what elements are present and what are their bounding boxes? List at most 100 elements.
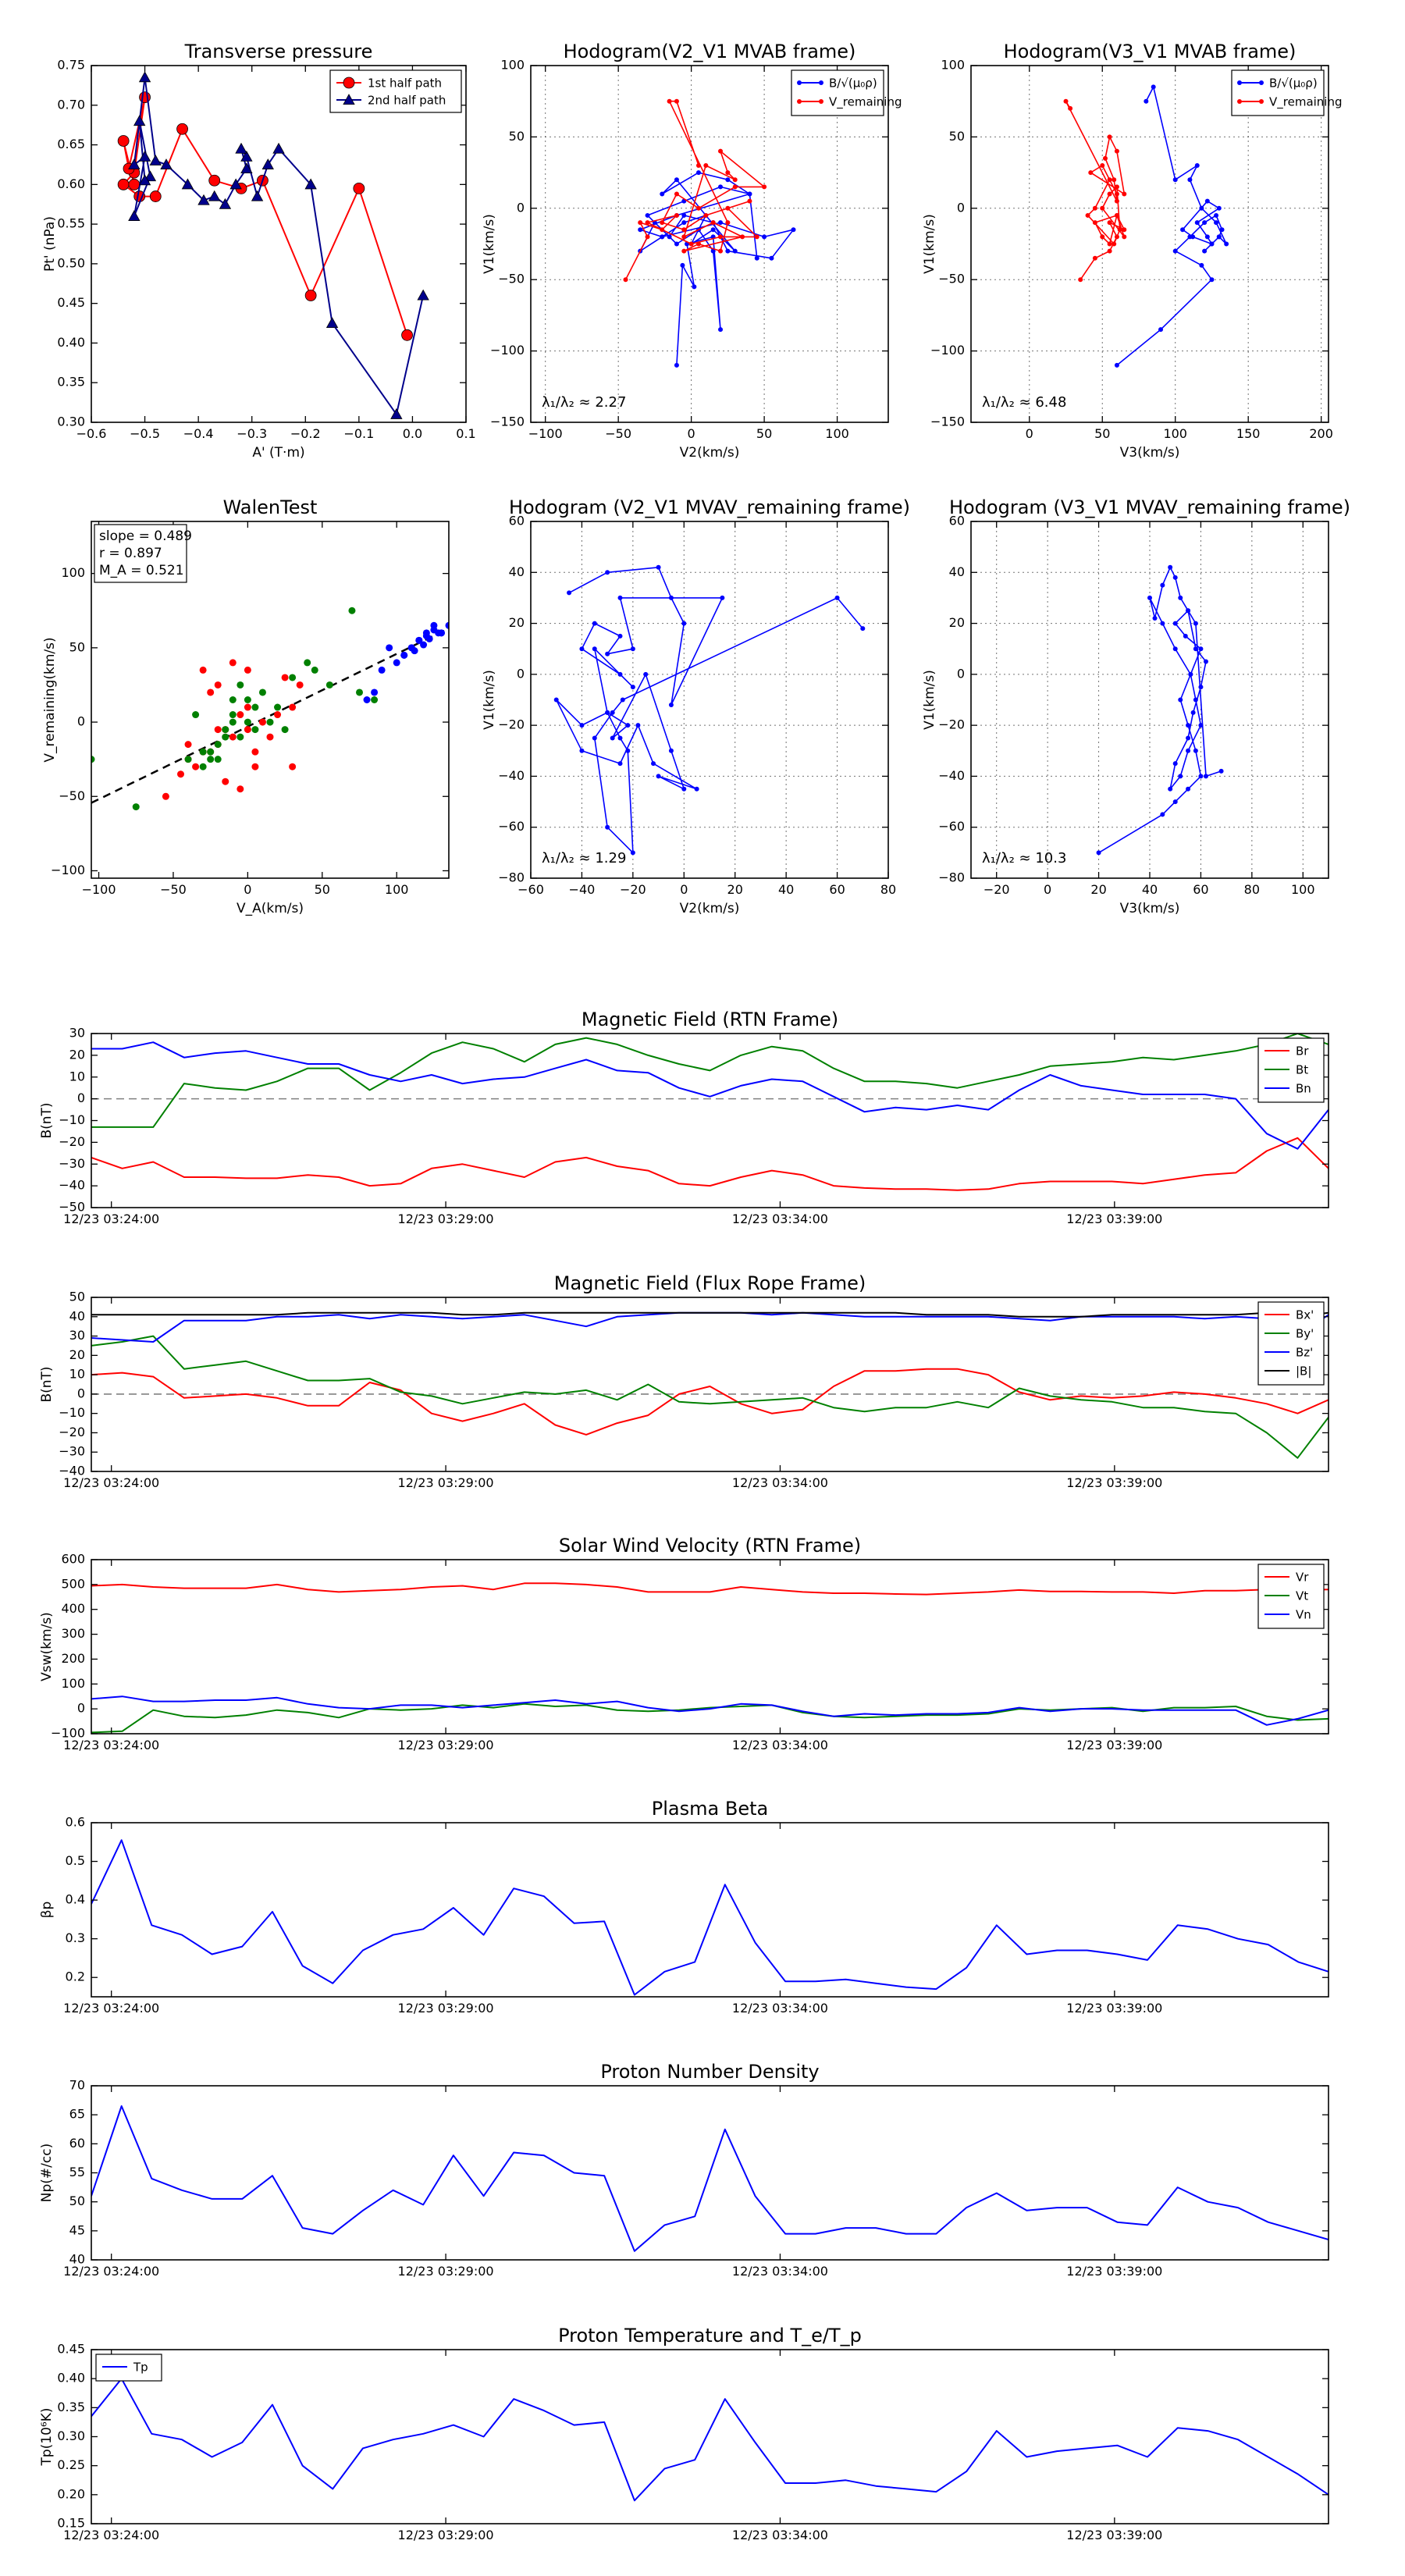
legend-marker [1237, 80, 1242, 85]
chart-beta: 12/23 03:24:00 12/23 03:29:00 12/23 03:34:… [39, 1798, 1329, 2016]
x-tick-label: 12/23 03:39:00 [1066, 2264, 1162, 2279]
legend-label: B/√(μ₀ρ) [829, 76, 877, 91]
data-point [1107, 191, 1112, 197]
y-axis-label: V1(km/s) [482, 214, 497, 274]
data-point [1085, 212, 1090, 218]
data-point [725, 205, 731, 211]
y-tick-label: −50 [59, 788, 85, 803]
data-point-green [251, 703, 259, 711]
data-point [1122, 191, 1127, 197]
y-tick-label: −40 [498, 768, 525, 783]
data-point [1214, 212, 1219, 218]
data-point [1193, 646, 1198, 652]
data-point [732, 177, 738, 183]
x-tick-label: 12/23 03:34:00 [732, 1212, 828, 1226]
x-tick-label: 100 [825, 426, 849, 441]
data-point [718, 248, 724, 254]
data-point [197, 194, 210, 205]
data-point-green [192, 711, 200, 719]
data-point [1152, 616, 1158, 621]
data-point [725, 220, 731, 226]
data-point [617, 735, 623, 741]
data-point [1203, 774, 1208, 779]
data-point [1204, 234, 1210, 240]
legend-box [791, 69, 884, 116]
legend-marker [343, 76, 355, 89]
data-point [133, 115, 146, 126]
y-tick-label: 30 [69, 1026, 85, 1041]
data-point [1193, 748, 1198, 753]
data-point-green [274, 703, 282, 711]
data-point-blue [445, 621, 449, 629]
data-point-red [258, 718, 266, 726]
x-tick-label: −0.6 [76, 426, 107, 441]
series-line-0 [123, 96, 408, 336]
data-point [660, 234, 665, 240]
plot-frame [91, 65, 467, 423]
y-axis-label: V_remaining(km/s) [42, 637, 58, 762]
data-point [1178, 595, 1183, 600]
y-tick-label: 50 [69, 639, 85, 654]
series-line-0 [639, 172, 795, 365]
data-point [138, 150, 151, 162]
data-point [219, 197, 232, 209]
data-point [1107, 248, 1112, 254]
data-point [860, 626, 866, 632]
legend-label: V_remaining [1269, 95, 1343, 110]
chart-title: Hodogram(V3_V1 MVAB frame) [1004, 41, 1297, 62]
y-tick-label: 0 [77, 714, 85, 729]
data-point [660, 227, 665, 233]
data-point [645, 212, 650, 218]
y-axis-label: V1(km/s) [482, 670, 497, 730]
x-tick-label: 150 [1236, 426, 1261, 441]
data-point-red [199, 666, 207, 674]
x-tick-label: 12/23 03:24:00 [63, 2001, 159, 2016]
y-tick-label: −60 [938, 819, 965, 834]
data-point [117, 135, 130, 147]
y-tick-label: 10 [69, 1367, 85, 1382]
x-tick-label: −40 [569, 882, 596, 897]
data-point [674, 241, 679, 247]
data-point [674, 362, 679, 368]
data-point [592, 646, 597, 652]
data-point [605, 570, 610, 575]
chart-title: Hodogram (V3_V1 MVAV_remaining frame) [949, 496, 1350, 518]
plot-area [91, 1311, 1329, 1459]
data-point [668, 748, 674, 753]
y-tick-label: 0.15 [57, 2516, 85, 2531]
x-tick-label: 0 [1026, 426, 1033, 441]
data-point-green [229, 711, 237, 719]
data-point [668, 595, 674, 600]
legend-label: Bz' [1296, 1346, 1313, 1360]
legend-label: Vt [1296, 1589, 1308, 1603]
legend-label: |B| [1296, 1364, 1311, 1379]
data-point-red [229, 733, 237, 741]
x-tick-label: 0.0 [403, 426, 422, 441]
data-point [623, 277, 628, 283]
x-axis-label: V3(km/s) [1120, 901, 1180, 916]
y-tick-label: −20 [59, 1134, 85, 1149]
data-point [651, 761, 656, 767]
data-point [1158, 327, 1164, 333]
x-tick-label: 50 [756, 426, 772, 441]
x-axis-label: A' (T·m) [252, 445, 304, 461]
y-tick-label: 50 [949, 129, 965, 144]
data-point [718, 148, 724, 154]
data-point-green [244, 718, 251, 726]
data-point-green [214, 756, 222, 763]
y-tick-label: −80 [498, 870, 525, 885]
data-point-blue [420, 641, 428, 649]
data-point [1107, 177, 1112, 183]
data-point [1068, 105, 1073, 111]
chart-tp: −0.6 −0.5 −0.4 −0.3 −0.2 −0.1 0.0 0.1 0.30 0.35 0.… [42, 41, 476, 461]
legend-label: Vr [1296, 1571, 1309, 1585]
data-point [1194, 162, 1200, 168]
x-tick-label: 12/23 03:24:00 [63, 2264, 159, 2279]
data-point [1203, 659, 1208, 664]
ratio-annotation: λ₁/λ₂ ≈ 1.29 [542, 850, 626, 866]
data-point [240, 150, 253, 162]
y-tick-label: 0.45 [57, 295, 85, 310]
plot-frame [91, 521, 450, 879]
data-point [694, 786, 699, 792]
data-point [181, 178, 194, 190]
